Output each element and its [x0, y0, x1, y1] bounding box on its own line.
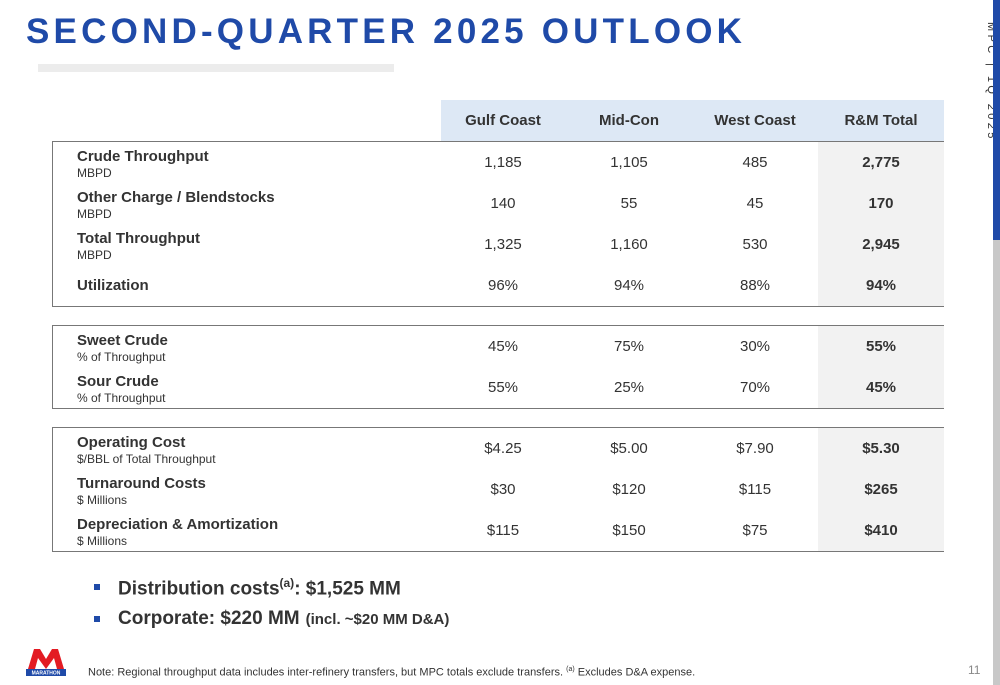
slide-title: SECOND-QUARTER 2025 OUTLOOK	[26, 12, 747, 51]
footnote-sup: (a)	[566, 666, 575, 673]
bullet-sup: (a)	[279, 576, 295, 590]
bullet-marker	[94, 584, 100, 590]
page-number: 11	[968, 663, 981, 677]
value-cell: 55%	[818, 326, 944, 367]
value-cell: 1,325	[484, 236, 522, 253]
value-cell: 88%	[739, 277, 771, 294]
value-cell: $75	[742, 522, 768, 539]
table-row: $4.25 $5.00 $7.90 $5.30 Operating Cost $/BBL …	[53, 428, 944, 469]
value-cell: 30%	[739, 338, 771, 355]
row-label: Sweet Crude	[77, 332, 168, 349]
value-cell: $115	[486, 522, 520, 539]
table-row: 1,325 1,160 530 2,945 Total Throughput MBPD	[53, 224, 944, 265]
row-sublabel: $/BBL of Total Throughput	[77, 452, 216, 466]
value-cell: 75%	[613, 338, 645, 355]
column-header: Gulf Coast	[465, 112, 541, 129]
bullet-marker	[94, 616, 100, 622]
row-sublabel: MBPD	[77, 207, 112, 221]
bullet: Distribution costs(a): $1,525 MM	[118, 576, 401, 600]
logo-text: MARATHON	[32, 671, 61, 677]
value-cell: 25%	[613, 379, 645, 396]
value-cell: 530	[742, 236, 768, 253]
value-cell: 2,945	[818, 224, 944, 265]
value-cell: 70%	[739, 379, 771, 396]
column-header: West Coast	[714, 112, 796, 129]
row-label: Crude Throughput	[77, 148, 209, 165]
bullet-small: (incl. ~$20 MM D&A)	[305, 611, 450, 628]
table-row: 96% 94% 88% 94% Utilization	[53, 265, 944, 306]
table-row: $115 $150 $75 $410 Depreciation & Amortizati…	[53, 510, 944, 551]
value-cell: 96%	[487, 277, 519, 294]
value-cell: 45	[746, 195, 764, 212]
footnote-text: Note: Regional throughput data includes …	[88, 666, 564, 679]
value-cell: 1,185	[484, 154, 522, 171]
value-cell: 94%	[613, 277, 645, 294]
bullet-tail: : $1,525 MM	[294, 578, 401, 600]
row-sublabel: % of Throughput	[77, 350, 166, 364]
table-row: 45% 75% 30% 55% Sweet Crude% of Throughput	[53, 326, 944, 367]
row-label: Depreciation & Amortization	[77, 516, 279, 533]
column-header: Mid-Con	[599, 112, 659, 129]
value-cell: 45%	[487, 338, 519, 355]
table-row: 1,185 1,105 485 2,775 Crude Throughput MBPD	[53, 142, 944, 183]
bullet-text: Corporate: $220 MM	[118, 608, 300, 629]
value-cell: $4.25	[484, 440, 522, 457]
row-sublabel: MBPD	[77, 166, 112, 180]
value-cell: 2,775	[818, 142, 944, 183]
row-sublabel: MBPD	[77, 248, 112, 262]
value-cell: $120	[612, 481, 646, 498]
logo-mark	[28, 649, 64, 669]
value-cell: 170	[818, 183, 944, 224]
value-cell: $5.00	[610, 440, 648, 457]
value-cell: $7.90	[736, 440, 774, 457]
bullet-text: Distribution costs	[118, 578, 280, 600]
row-sublabel: $ Millions	[77, 493, 128, 507]
value-cell: $5.30	[818, 428, 944, 469]
value-cell: $30	[490, 481, 516, 498]
row-label: Other Charge / Blendstocks	[77, 189, 275, 206]
footnote-tail: Excludes D&A expense.	[577, 666, 696, 679]
row-group: $4.25 $5.00 $7.90 $5.30 Operating Cost $/BBL …	[52, 427, 944, 552]
side-bar-blue	[993, 0, 1000, 240]
value-cell: $115	[738, 481, 772, 498]
row-group: 1,185 1,105 485 2,775 Crude Throughput MBPD 14…	[52, 141, 944, 307]
value-cell: 94%	[818, 265, 944, 306]
header-band	[441, 100, 944, 141]
table-row: 55% 25% 70% 45% Sour Crude% of Throughput	[53, 367, 944, 408]
side-bar-gray	[993, 240, 1000, 685]
value-cell: 1,160	[610, 236, 648, 253]
row-label: Sour Crude	[77, 373, 159, 390]
value-cell: 485	[742, 154, 768, 171]
footnote: Note: Regional throughput data includes …	[88, 666, 695, 679]
logo: MARATHON	[26, 649, 66, 677]
row-label: Turnaround Costs	[77, 475, 206, 492]
value-cell: $410	[818, 510, 944, 551]
value-cell: 1,105	[610, 154, 648, 171]
row-sublabel: $ Millions	[77, 534, 128, 548]
bullet: Corporate: $220 MM (incl. ~$20 MM D&A)	[118, 608, 449, 630]
row-label: Total Throughput	[77, 230, 201, 247]
row-sublabel: % of Throughput	[77, 391, 166, 405]
table-row: $30 $120 $115 $265 Turnaround Costs $ Million…	[53, 469, 944, 510]
value-cell: 55%	[487, 379, 519, 396]
column-header: R&M Total	[844, 112, 918, 129]
row-group: 45% 75% 30% 55% Sweet Crude% of Throughput 55…	[52, 325, 944, 409]
value-cell: $150	[612, 522, 646, 539]
value-cell: 140	[490, 195, 516, 212]
logo-band	[26, 669, 66, 676]
value-cell: $265	[818, 469, 944, 510]
value-cell: 55	[620, 195, 638, 212]
value-cell: 45%	[818, 367, 944, 408]
row-label: Operating Cost	[77, 434, 186, 451]
title-underline	[38, 64, 394, 72]
row-label: Utilization	[77, 277, 149, 294]
table-row: 140 55 45 170 Other Charge / Blendstocks MBPD	[53, 183, 944, 224]
